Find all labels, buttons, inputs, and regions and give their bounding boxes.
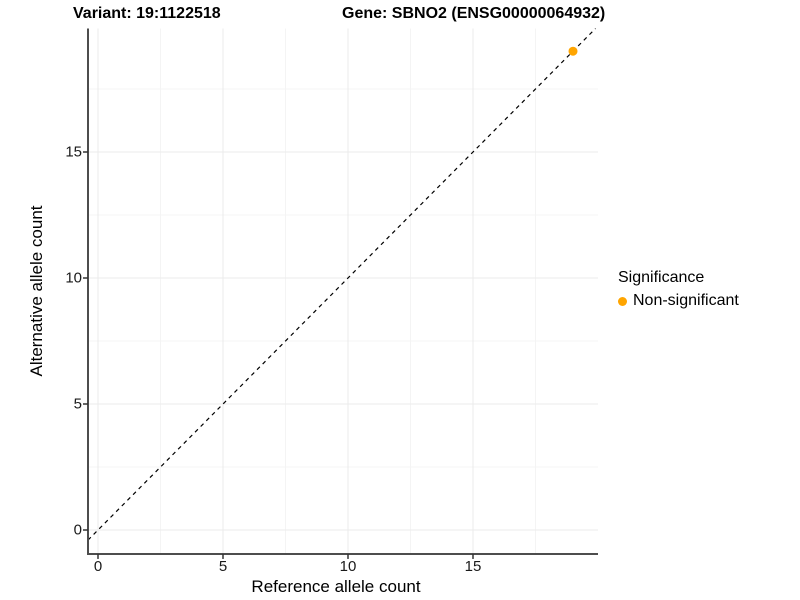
y-axis-title: Alternative allele count	[27, 205, 46, 377]
legend-entry-label: Non-significant	[633, 292, 739, 309]
legend-title: Significance	[618, 269, 705, 286]
legend-entry: Non-significant	[618, 292, 739, 310]
gene-title: Gene: SBNO2 (ENSG00000064932)	[342, 5, 606, 22]
legend: Significance Non-significant	[618, 269, 739, 310]
identity-reference-line	[87, 28, 596, 541]
x-axis-title: Reference allele count	[251, 577, 421, 596]
x-tick-label: 0	[93, 558, 103, 575]
y-tick-label: 5	[73, 395, 82, 413]
x-tick-label: 10	[339, 558, 357, 575]
legend-marker-circle-icon	[618, 296, 627, 306]
x-tick-label: 15	[464, 558, 482, 575]
variant-title: Variant: 19:1122518	[73, 5, 221, 22]
data-point	[568, 46, 578, 56]
x-tick-label: 5	[218, 558, 228, 575]
y-tick-label: 10	[65, 269, 82, 287]
y-tick-label: 15	[65, 143, 82, 161]
y-tick-label: 0	[73, 521, 82, 539]
